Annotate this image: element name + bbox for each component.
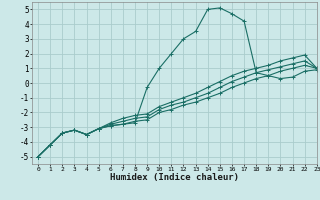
X-axis label: Humidex (Indice chaleur): Humidex (Indice chaleur) [110,173,239,182]
